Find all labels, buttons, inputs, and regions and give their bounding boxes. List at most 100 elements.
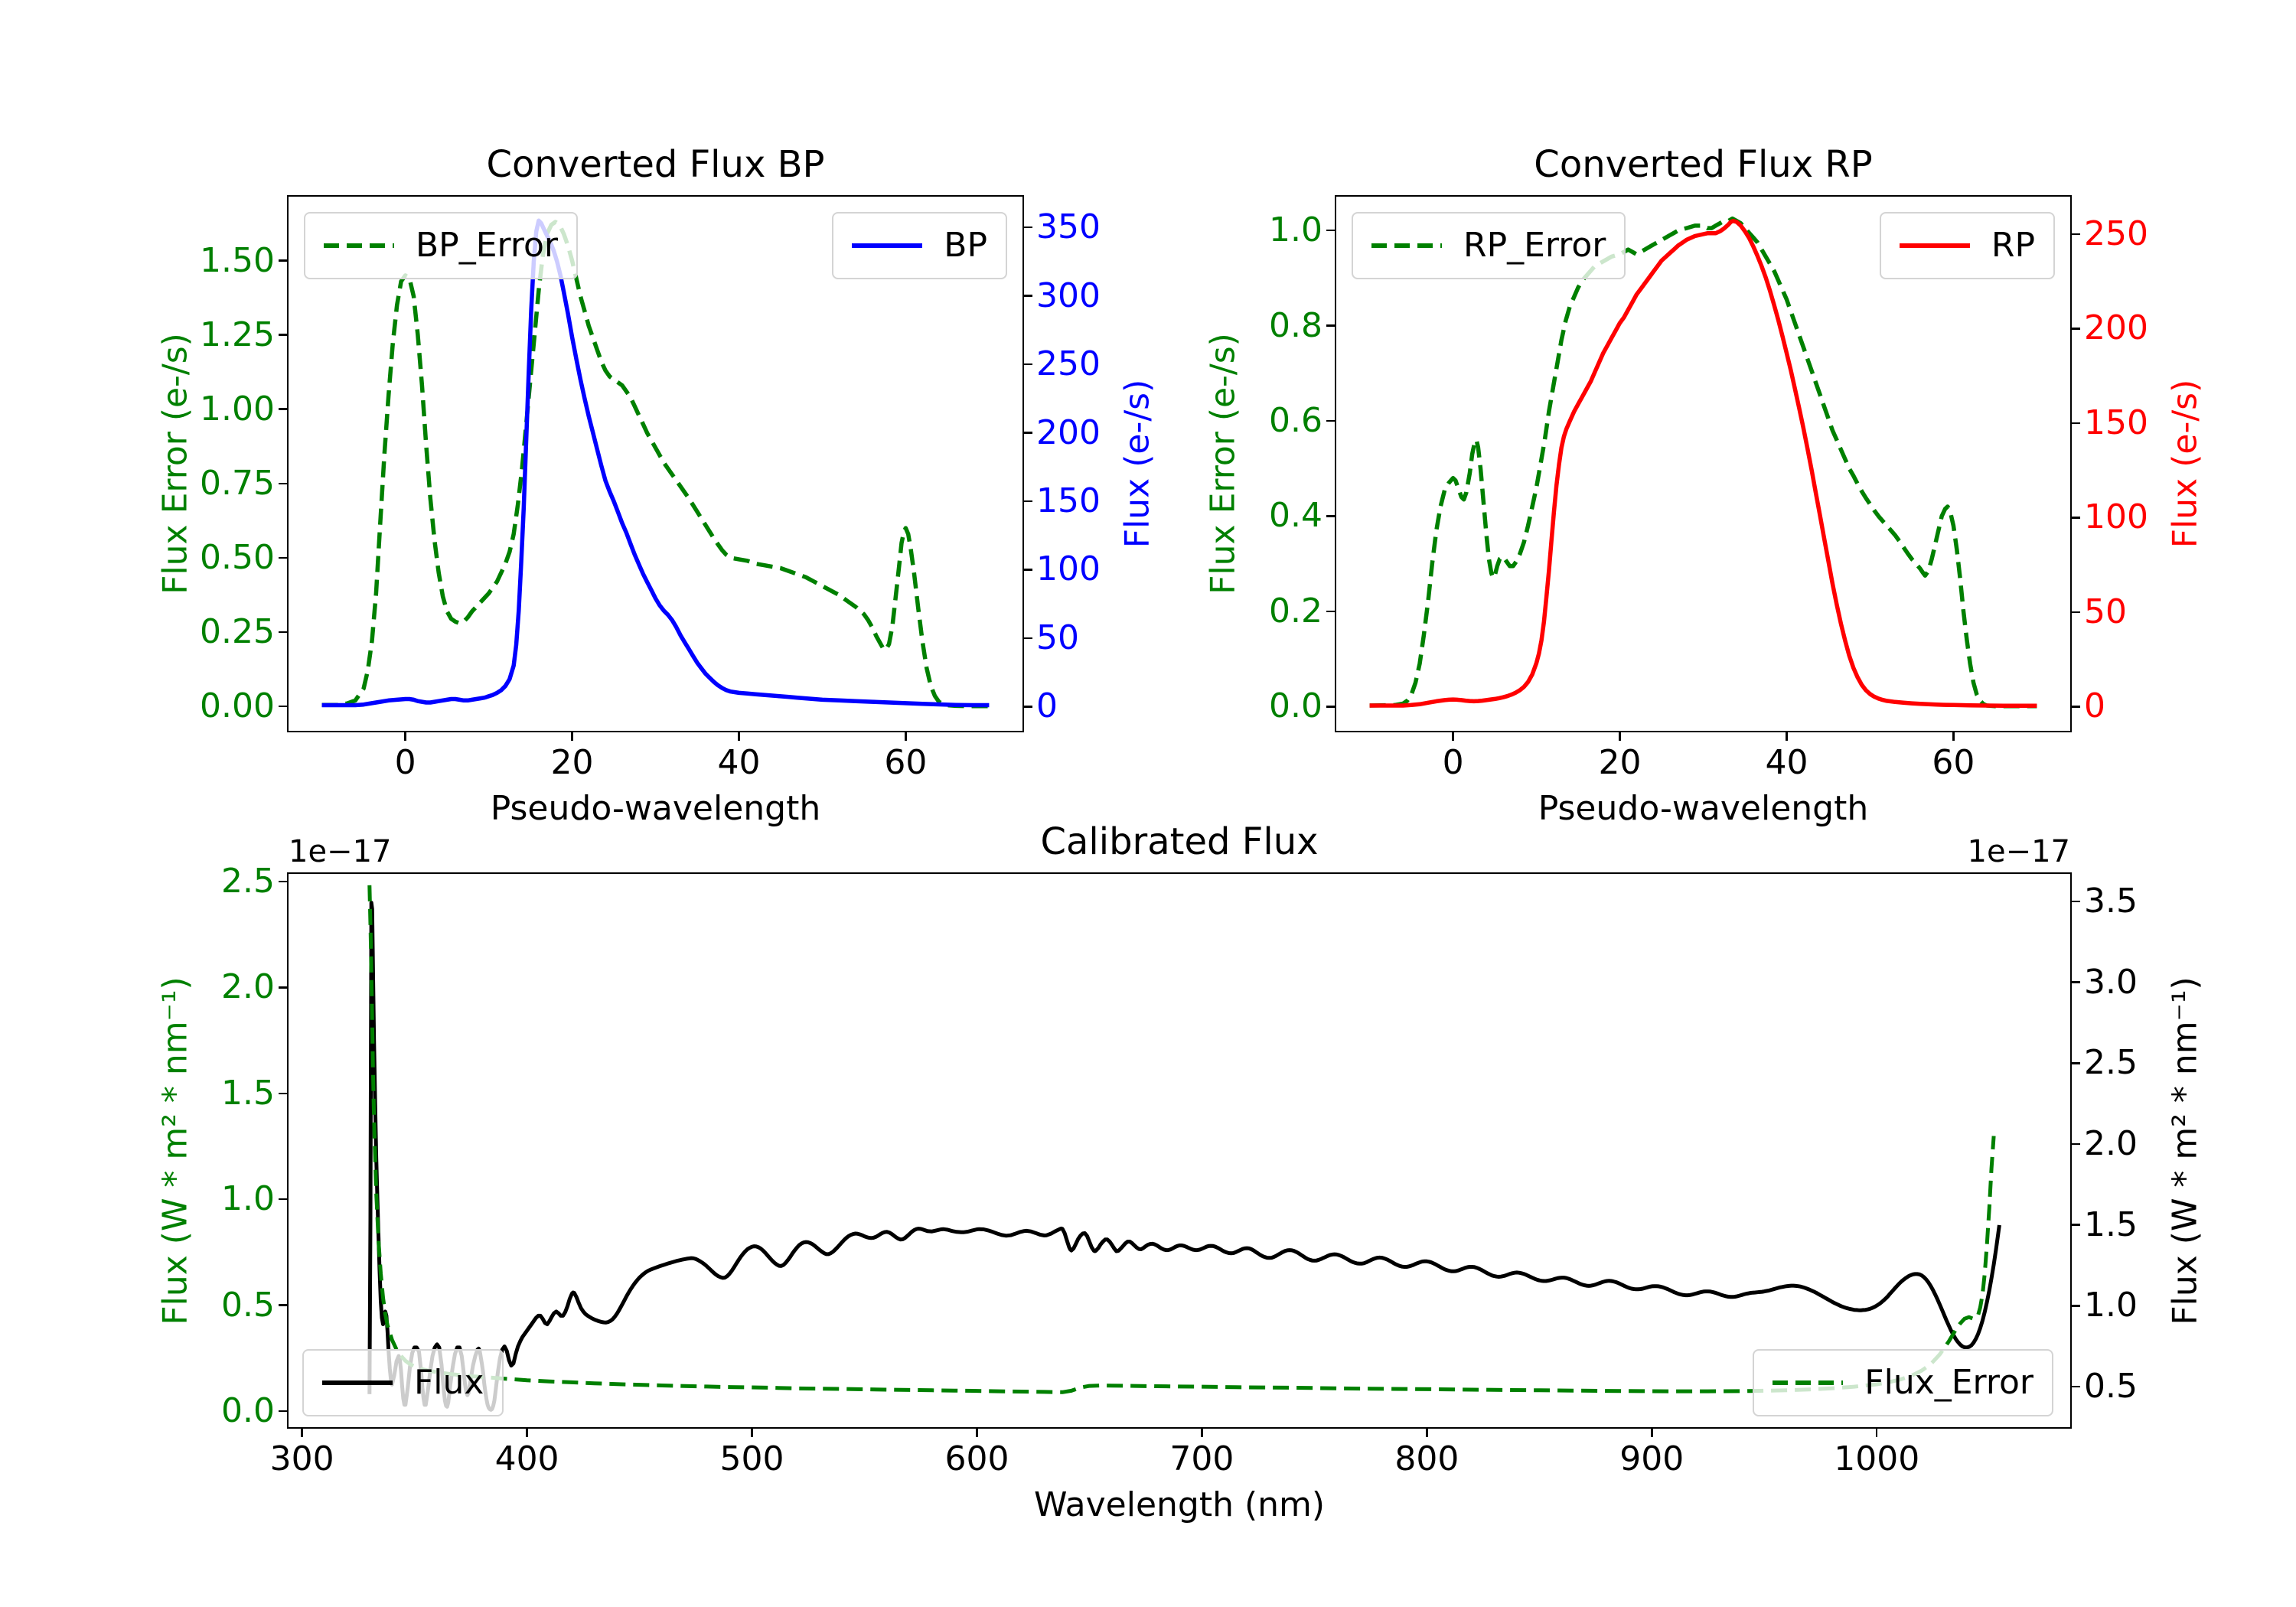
y-tick-mark-left: [279, 556, 289, 559]
y-tick-label-right: 150: [1036, 481, 1101, 520]
y-tick-label-left: 1.25: [200, 315, 275, 354]
bp-xlabel: Pseudo-wavelength: [490, 789, 821, 828]
y-tick-mark-right: [1022, 226, 1032, 229]
y-tick-mark-right: [2070, 1224, 2080, 1226]
legend-flux: Flux: [302, 1348, 504, 1416]
y-tick-label-right: 50: [2084, 592, 2127, 631]
bp-solid-line-sample: [852, 243, 923, 249]
y-tick-label-right: 50: [1036, 618, 1079, 657]
y-tick-mark-left: [279, 334, 289, 336]
y-tick-label-right: 200: [2084, 308, 2148, 348]
x-tick-label: 60: [884, 743, 928, 782]
rp-plot-area: [1369, 216, 2037, 709]
y-tick-label-left: 1.00: [200, 389, 275, 429]
y-tick-mark-right: [2070, 328, 2080, 330]
rp-ylabel-left: Flux Error (e-/s): [1203, 333, 1243, 595]
y-tick-mark-right: [2070, 422, 2080, 425]
y-tick-label-right: 2.0: [2084, 1124, 2138, 1164]
y-tick-label-right: 300: [1036, 275, 1101, 315]
legend-label-bp: BP: [944, 226, 987, 265]
x-tick-label: 60: [1932, 743, 1975, 782]
y-tick-label-right: 3.0: [2084, 962, 2138, 1002]
x-tick-label: 1000: [1834, 1439, 1920, 1478]
y-tick-label-left: 0.8: [1269, 305, 1322, 345]
x-tick-label: 600: [944, 1439, 1009, 1478]
x-tick-mark: [1875, 1427, 1878, 1437]
y-tick-mark-left: [279, 1304, 289, 1306]
y-tick-mark-left: [1326, 515, 1336, 517]
y-tick-label-right: 1.5: [2084, 1204, 2138, 1244]
bp-title: Converted Flux BP: [486, 143, 825, 186]
y-tick-label-left: 2.5: [221, 861, 275, 901]
rp-solid-line-sample: [1899, 243, 1970, 249]
x-tick-mark: [526, 1427, 528, 1437]
y-tick-mark-left: [279, 880, 289, 883]
flux-error-dashed-line-sample: [1773, 1380, 1844, 1385]
series-rp: [1369, 218, 2037, 709]
offset-text-left: 1e−17: [289, 834, 392, 869]
y-tick-mark-right: [2070, 233, 2080, 236]
legend-label-rp-error: RP_Error: [1463, 226, 1606, 265]
y-tick-mark-right: [1022, 295, 1032, 297]
calibrated-xlabel: Wavelength (nm): [1033, 1485, 1326, 1524]
x-tick-mark: [738, 731, 740, 741]
y-tick-label-right: 0.5: [2084, 1367, 2138, 1407]
y-tick-label-left: 0.25: [200, 612, 275, 652]
y-tick-label-right: 0: [1036, 686, 1058, 726]
y-tick-mark-right: [2070, 1385, 2080, 1388]
x-tick-label: 40: [717, 743, 761, 782]
x-tick-label: 700: [1169, 1439, 1234, 1478]
y-tick-label-left: 1.5: [221, 1073, 275, 1113]
y-tick-label-left: 0.2: [1269, 591, 1322, 631]
y-tick-mark-left: [1326, 229, 1336, 232]
y-tick-label-left: 1.50: [200, 240, 275, 280]
y-tick-label-right: 100: [2084, 497, 2148, 537]
y-tick-mark-right: [1022, 706, 1032, 708]
y-tick-label-left: 0.6: [1269, 401, 1322, 440]
series-bp: [321, 218, 990, 708]
x-tick-label: 300: [269, 1439, 334, 1478]
y-tick-mark-left: [1326, 610, 1336, 613]
y-tick-label-right: 200: [1036, 412, 1101, 452]
y-tick-label-left: 2.0: [221, 967, 275, 1007]
y-tick-mark-left: [1326, 324, 1336, 327]
x-tick-mark: [1786, 731, 1788, 741]
rp-xlabel: Pseudo-wavelength: [1538, 789, 1869, 828]
x-tick-mark: [905, 731, 907, 741]
y-tick-label-left: 1.0: [1269, 210, 1322, 250]
y-tick-label-left: 0.4: [1269, 496, 1322, 536]
y-tick-mark-left: [279, 986, 289, 989]
calibrated-ylabel-left: Flux (W * m² * nm⁻¹): [155, 976, 195, 1325]
x-tick-label: 20: [550, 743, 594, 782]
calibrated-title: Calibrated Flux: [1040, 820, 1319, 863]
y-tick-label-right: 150: [2084, 403, 2148, 442]
y-tick-mark-right: [2070, 1062, 2080, 1064]
x-tick-label: 500: [719, 1439, 784, 1478]
bp-plot-area: [321, 218, 990, 709]
y-tick-label-right: 100: [1036, 549, 1101, 589]
y-tick-mark-right: [2070, 706, 2080, 708]
calibrated-ylabel-right: Flux (W * m² * nm⁻¹): [2165, 976, 2205, 1325]
x-tick-mark: [751, 1427, 753, 1437]
legend-label-flux: Flux: [414, 1362, 484, 1402]
y-tick-label-right: 250: [1036, 344, 1101, 384]
x-tick-mark: [571, 731, 573, 741]
y-tick-mark-left: [279, 482, 289, 485]
y-tick-label-right: 0: [2084, 686, 2105, 726]
y-tick-label-right: 1.0: [2084, 1286, 2138, 1325]
legend-label-rp: RP: [1991, 226, 2035, 265]
y-tick-mark-left: [279, 1410, 289, 1413]
y-tick-label-left: 0.5: [221, 1285, 275, 1325]
bp-ylabel-right: Flux (e-/s): [1117, 379, 1157, 549]
x-tick-label: 20: [1598, 743, 1642, 782]
axes-calibrated-flux: Calibrated Flux Wavelength (nm) Flux (W …: [156, 820, 2205, 1524]
x-tick-mark: [1426, 1427, 1428, 1437]
y-tick-mark-right: [1022, 569, 1032, 571]
y-tick-mark-left: [279, 1092, 289, 1094]
calibrated-plot-area: [367, 885, 2001, 1412]
y-tick-mark-left: [1326, 706, 1336, 708]
rp-ylabel-right: Flux (e-/s): [2165, 379, 2205, 549]
legend-rp: RP: [1879, 212, 2055, 280]
legend-rp-error: RP_Error: [1352, 212, 1626, 280]
